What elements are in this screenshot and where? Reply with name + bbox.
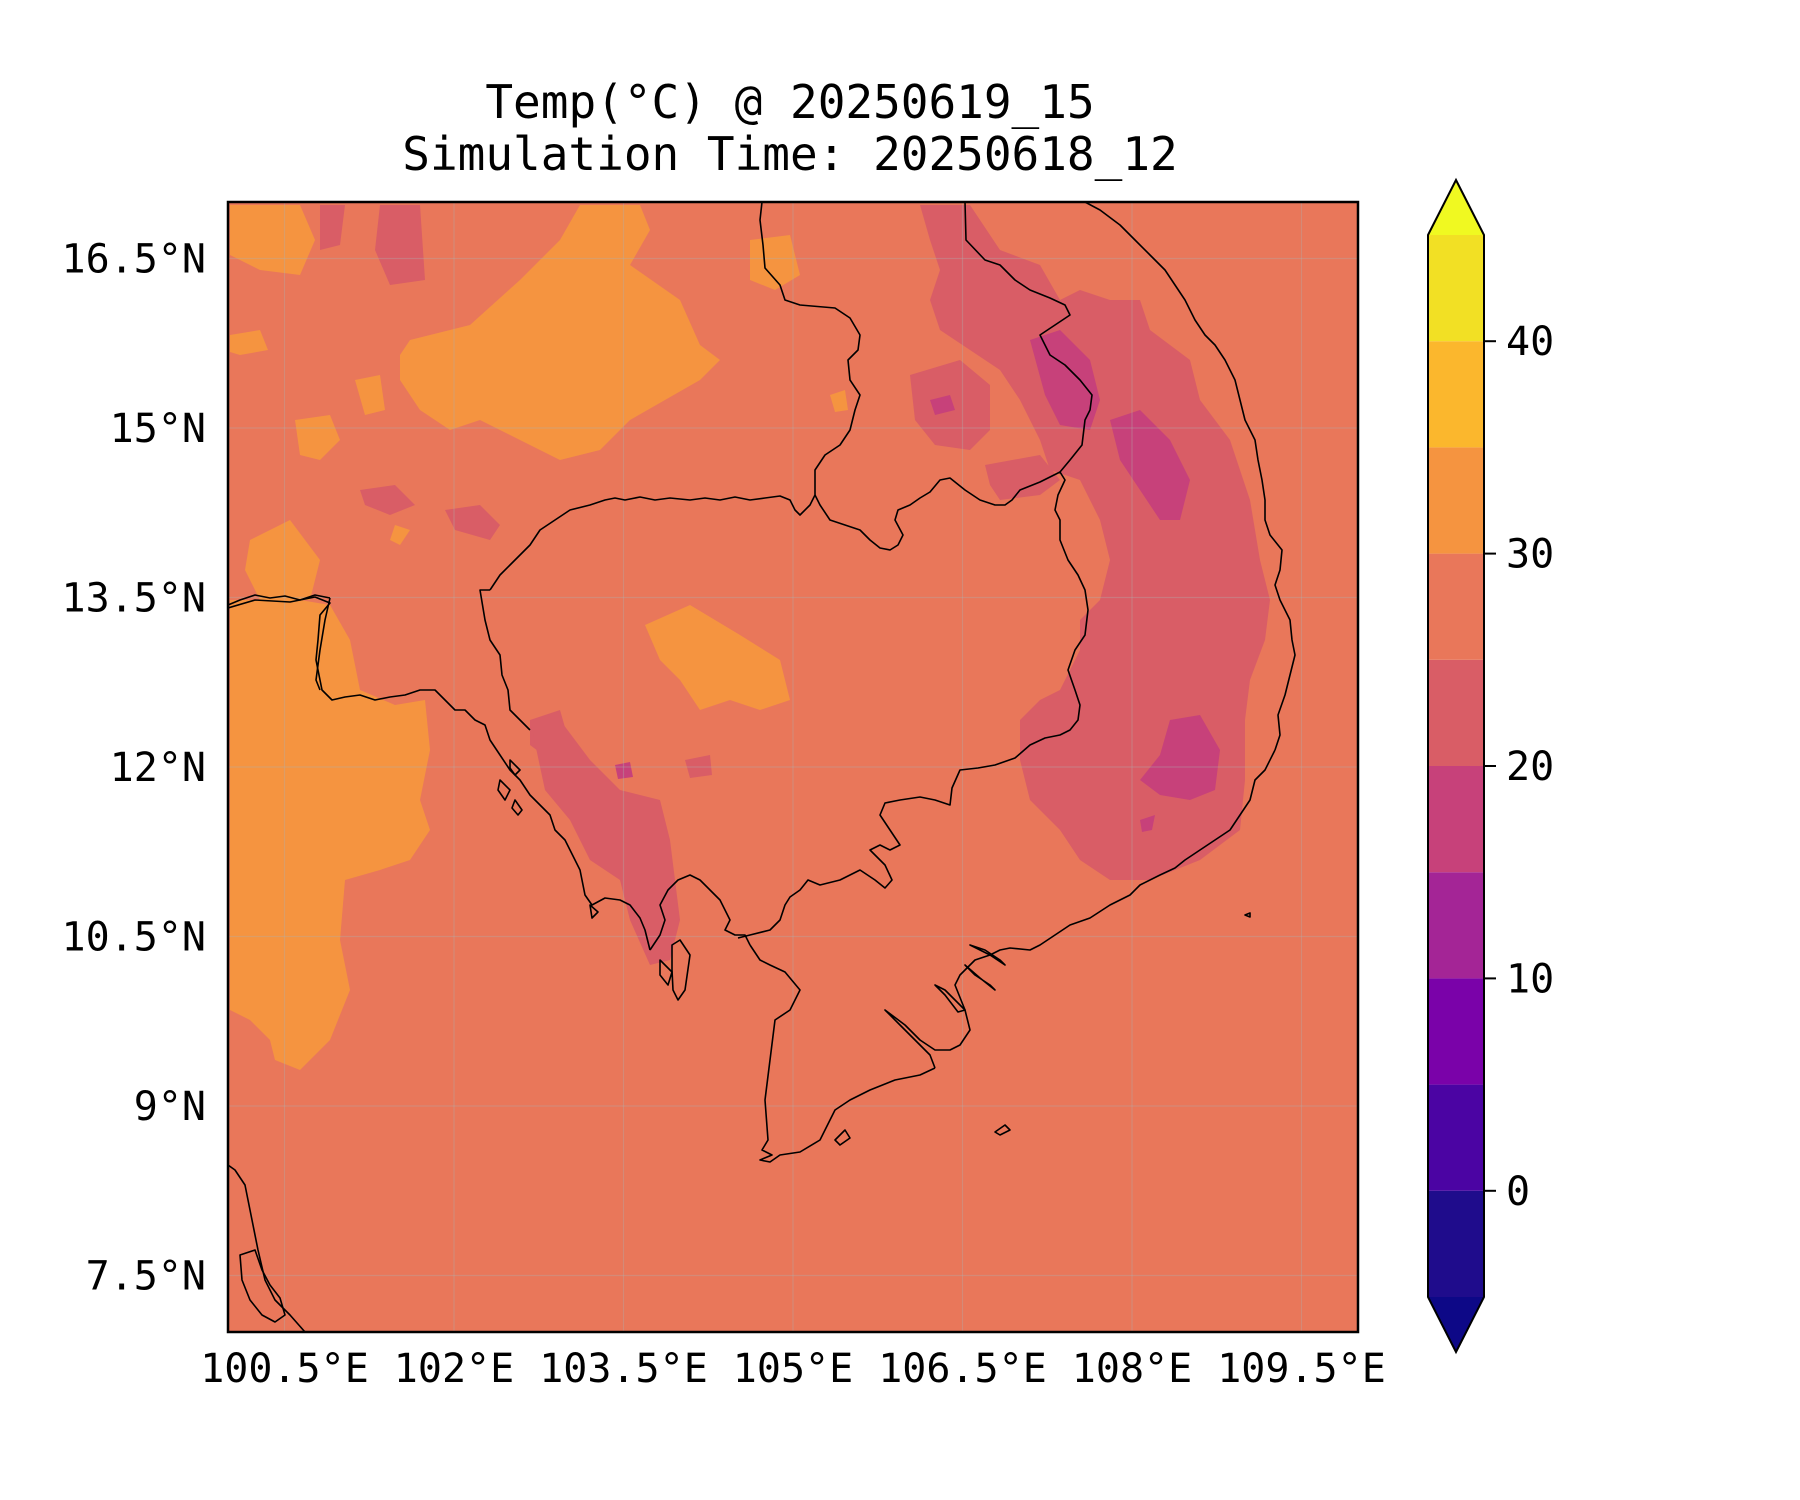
y-tick-label: 16.5°N (62, 237, 207, 283)
map-panel (228, 202, 1358, 1332)
map-title-line1: Temp(°C) @ 20250619_15 (485, 75, 1095, 129)
cooler-temperature-areas (615, 330, 1220, 832)
y-tick-label: 12°N (110, 745, 206, 791)
colorbar-tick-label: 0 (1506, 1169, 1530, 1215)
y-tick-label: 15°N (110, 406, 206, 452)
national-borders-layer (228, 202, 1093, 939)
cool-temperature-areas (320, 205, 1270, 965)
colorbar-segment (1428, 235, 1484, 342)
colorbar-tick-label: 10 (1506, 956, 1554, 1002)
latitude-axis: 16.5°N 15°N 13.5°N 12°N 10.5°N 9°N 7.5°N (62, 237, 207, 1300)
x-tick-label: 106.5°E (878, 1346, 1047, 1392)
warm-temperature-areas (230, 205, 848, 1070)
colorbar-segment (1428, 978, 1484, 1085)
x-tick-label: 105°E (733, 1346, 853, 1392)
map-frame (226, 200, 1360, 1334)
y-tick-label: 9°N (134, 1084, 206, 1130)
map-title-line2: Simulation Time: 20250618_12 (402, 127, 1178, 181)
coastline-layer (228, 202, 1296, 1332)
x-tick-label: 102°E (394, 1346, 514, 1392)
x-tick-label: 103.5°E (539, 1346, 708, 1392)
colorbar-segment (1428, 766, 1484, 873)
y-tick-label: 7.5°N (86, 1254, 206, 1300)
colorbar-segment (1428, 341, 1484, 448)
x-tick-label: 100.5°E (200, 1346, 369, 1392)
temperature-colorbar: 40 30 20 10 0 (1427, 177, 1554, 1355)
y-tick-label: 13.5°N (62, 576, 207, 622)
longitude-axis: 100.5°E 102°E 103.5°E 105°E 106.5°E 108°E 109.… (200, 1346, 1386, 1392)
colorbar-segment (1428, 872, 1484, 979)
map-gridlines (228, 202, 1358, 1332)
x-tick-label: 109.5°E (1217, 1346, 1386, 1392)
colorbar-over-arrow (1428, 180, 1484, 235)
x-tick-label: 108°E (1072, 1346, 1192, 1392)
colorbar-tick-label: 40 (1506, 319, 1554, 365)
colorbar-under-arrow (1428, 1297, 1484, 1352)
colorbar-segment (1428, 553, 1484, 660)
colorbar-segment (1428, 1190, 1484, 1297)
colorbar-tick-label: 30 (1506, 532, 1554, 578)
y-tick-label: 10.5°N (62, 915, 207, 961)
colorbar-segment (1428, 1084, 1484, 1191)
colorbar-outline (1427, 177, 1485, 1355)
colorbar-tick-label: 20 (1506, 744, 1554, 790)
colorbar-segment (1428, 659, 1484, 766)
colorbar-segment (1428, 447, 1484, 554)
